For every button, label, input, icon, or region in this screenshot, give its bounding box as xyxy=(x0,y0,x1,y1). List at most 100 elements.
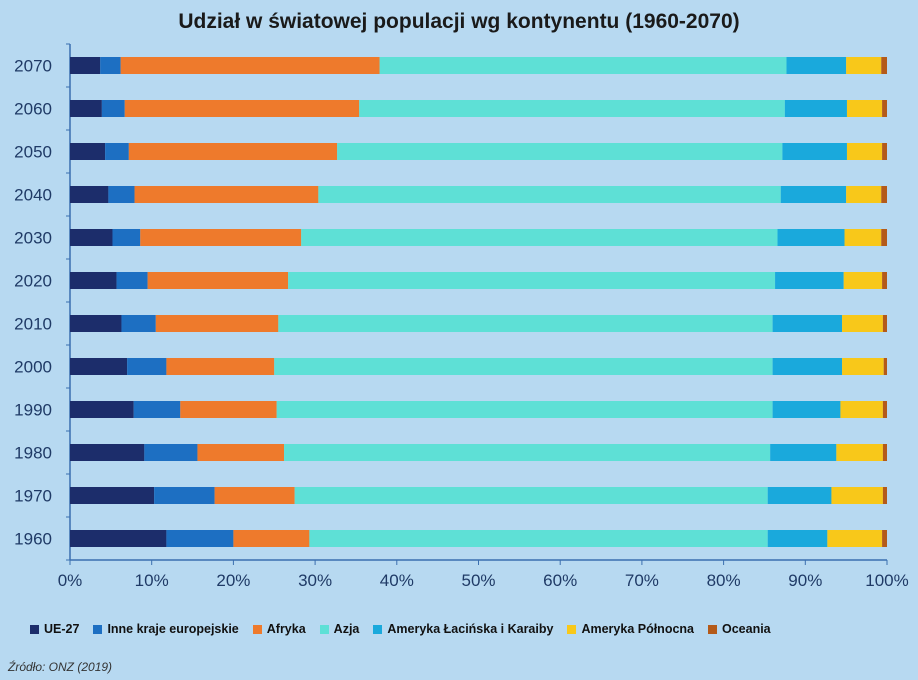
legend-label: Ameryka Łacińska i Karaiby xyxy=(387,622,554,636)
y-tick-label: 2020 xyxy=(14,272,52,291)
bar-segment xyxy=(882,100,887,117)
bar-segment xyxy=(883,358,887,375)
bar-segment xyxy=(124,100,360,117)
bar-segment xyxy=(786,57,847,74)
y-tick-label: 2030 xyxy=(14,229,52,248)
legend-swatch xyxy=(30,624,39,634)
bar-segment xyxy=(233,530,310,547)
bar-segment xyxy=(214,487,295,504)
legend-item: UE-27 xyxy=(30,622,79,636)
bar-segment xyxy=(276,401,773,418)
bar-segment xyxy=(108,186,135,203)
bar-segment xyxy=(337,143,783,160)
bar-segment xyxy=(288,272,776,289)
bar-segment xyxy=(278,315,773,332)
chart-title: Udział w światowej populacji wg kontynen… xyxy=(178,10,740,33)
bar-segment xyxy=(772,401,841,418)
bar-segment xyxy=(70,272,117,289)
bar-segment xyxy=(846,57,882,74)
bar-segment xyxy=(784,100,847,117)
bar-segment xyxy=(842,315,883,332)
legend-item: Afryka xyxy=(252,622,306,636)
legend-label: Inne kraje europejskie xyxy=(107,622,239,636)
source-note: Źródło: ONZ (2019) xyxy=(8,660,113,674)
legend-item: Ameryka Północna xyxy=(567,622,694,636)
bar-segment xyxy=(70,229,113,246)
bar-segment xyxy=(827,530,883,547)
x-tick-label: 30% xyxy=(298,571,332,590)
x-tick-label: 20% xyxy=(216,571,250,590)
bar-segment xyxy=(836,444,883,461)
bar-segment xyxy=(70,186,109,203)
bar-segment xyxy=(294,487,768,504)
bar-segment xyxy=(101,100,125,117)
bar-segment xyxy=(882,487,887,504)
bar-segment xyxy=(770,444,837,461)
bar-segment xyxy=(882,143,887,160)
x-tick-label: 60% xyxy=(543,571,577,590)
bar-segment xyxy=(144,444,198,461)
bar-segment xyxy=(840,401,883,418)
bar-segment xyxy=(112,229,141,246)
bar-segment xyxy=(882,272,887,289)
bar-segment xyxy=(70,530,167,547)
legend-swatch xyxy=(373,624,383,634)
legend-swatch xyxy=(567,624,577,634)
y-tick-label: 2000 xyxy=(14,358,52,377)
x-tick-label: 90% xyxy=(788,571,822,590)
x-tick-label: 100% xyxy=(865,571,908,590)
bar-segment xyxy=(70,487,155,504)
x-tick-label: 40% xyxy=(380,571,414,590)
bar-segment xyxy=(775,272,844,289)
bar-segment xyxy=(782,143,847,160)
bar-segment xyxy=(772,315,843,332)
legend-item: Inne kraje europejskie xyxy=(93,622,239,636)
x-tick-label: 70% xyxy=(625,571,659,590)
legend-swatch xyxy=(252,624,262,634)
bar-segment xyxy=(882,530,887,547)
legend-label: Azja xyxy=(333,622,360,636)
bar-segment xyxy=(882,444,887,461)
y-tick-label: 2050 xyxy=(14,143,52,162)
bar-segment xyxy=(120,57,380,74)
legend-swatch xyxy=(708,624,717,634)
x-tick-label: 80% xyxy=(707,571,741,590)
legend-item: Azja xyxy=(319,622,360,636)
bar-segment xyxy=(154,487,215,504)
bar-segment xyxy=(70,57,101,74)
bar-segment xyxy=(166,530,234,547)
bar-segment xyxy=(197,444,285,461)
bar-segment xyxy=(843,272,883,289)
bar-segment xyxy=(70,401,134,418)
bar-segment xyxy=(359,100,785,117)
bar-segment xyxy=(105,143,129,160)
bar-segment xyxy=(881,186,887,203)
bar-segment xyxy=(318,186,781,203)
y-tick-label: 2070 xyxy=(14,57,52,76)
y-tick-label: 1960 xyxy=(14,530,52,549)
bar-segment xyxy=(166,358,275,375)
bar-segment xyxy=(846,143,883,160)
legend-label: UE-27 xyxy=(44,622,80,636)
bar-segment xyxy=(831,487,883,504)
legend-swatch xyxy=(319,624,329,634)
legend-label: Ameryka Północna xyxy=(581,622,694,636)
bar-segment xyxy=(155,315,279,332)
bar-segment xyxy=(881,57,887,74)
bar-segment xyxy=(70,444,145,461)
y-tick-label: 1980 xyxy=(14,444,52,463)
legend-label: Afryka xyxy=(266,622,306,636)
bar-segment xyxy=(70,315,122,332)
legend-label: Oceania xyxy=(722,622,771,636)
bar-segment xyxy=(134,186,319,203)
bar-segment xyxy=(70,100,102,117)
bar-segment xyxy=(128,143,338,160)
bar-segment xyxy=(882,315,887,332)
bar-segment xyxy=(70,358,128,375)
bar-segment xyxy=(284,444,771,461)
bar-segment xyxy=(116,272,148,289)
bar-segment xyxy=(842,358,884,375)
bar-segment xyxy=(147,272,289,289)
x-tick-label: 50% xyxy=(461,571,495,590)
bar-segment xyxy=(140,229,302,246)
